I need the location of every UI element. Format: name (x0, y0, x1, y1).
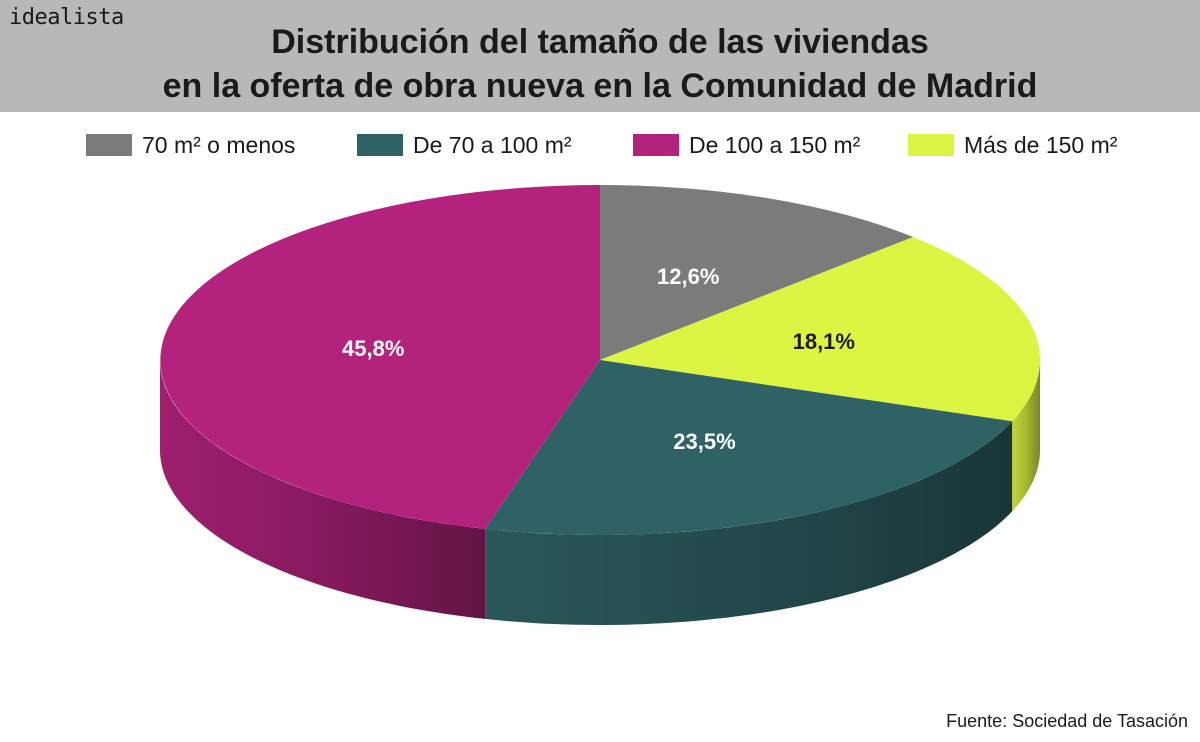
legend-swatch (908, 134, 954, 156)
pie-side-shade-70-to-100 (485, 421, 1013, 625)
pie-slice-70-or-less (600, 185, 914, 360)
chart-legend: 70 m² o menos De 70 a 100 m² De 100 a 15… (0, 128, 1200, 164)
legend-label: Más de 150 m² (964, 132, 1118, 158)
legend-swatch (357, 134, 403, 156)
pie-sides (160, 360, 1040, 625)
legend-label: De 70 a 100 m² (413, 132, 572, 158)
chart-title-line-2: en la oferta de obra nueva en la Comunid… (162, 67, 1038, 105)
pie-slice-70-to-100 (485, 360, 1013, 535)
pie-slices (160, 185, 1041, 535)
data-label-over-150: 18,1% (793, 329, 855, 354)
pie-side-shade-100-to-150 (160, 360, 486, 619)
data-label-70-to-100: 23,5% (673, 429, 735, 454)
legend-swatch (86, 134, 132, 156)
chart-title: Distribución del tamaño de las viviendas… (0, 20, 1200, 108)
legend-label: De 100 a 150 m² (689, 132, 861, 158)
data-label-100-to-150: 45,8% (342, 336, 404, 361)
pie-side-shade-over-150 (1012, 360, 1040, 512)
brand-logo: idealista (9, 5, 124, 30)
pie-chart: 12,6% 18,1% 23,5% 45,8% (160, 185, 1041, 625)
data-label-70-or-less: 12,6% (657, 264, 719, 289)
source-note: Fuente: Sociedad de Tasación (946, 711, 1188, 731)
legend-label: 70 m² o menos (142, 132, 296, 158)
pie-slice-100-to-150 (160, 185, 600, 529)
pie-slice-over-150 (600, 237, 1041, 422)
pie-data-labels: 12,6% 18,1% 23,5% 45,8% (342, 264, 855, 454)
legend-swatch (633, 134, 679, 156)
chart-title-line-1: Distribución del tamaño de las viviendas (271, 23, 929, 61)
chart-header: idealista Distribución del tamaño de las… (0, 0, 1200, 112)
